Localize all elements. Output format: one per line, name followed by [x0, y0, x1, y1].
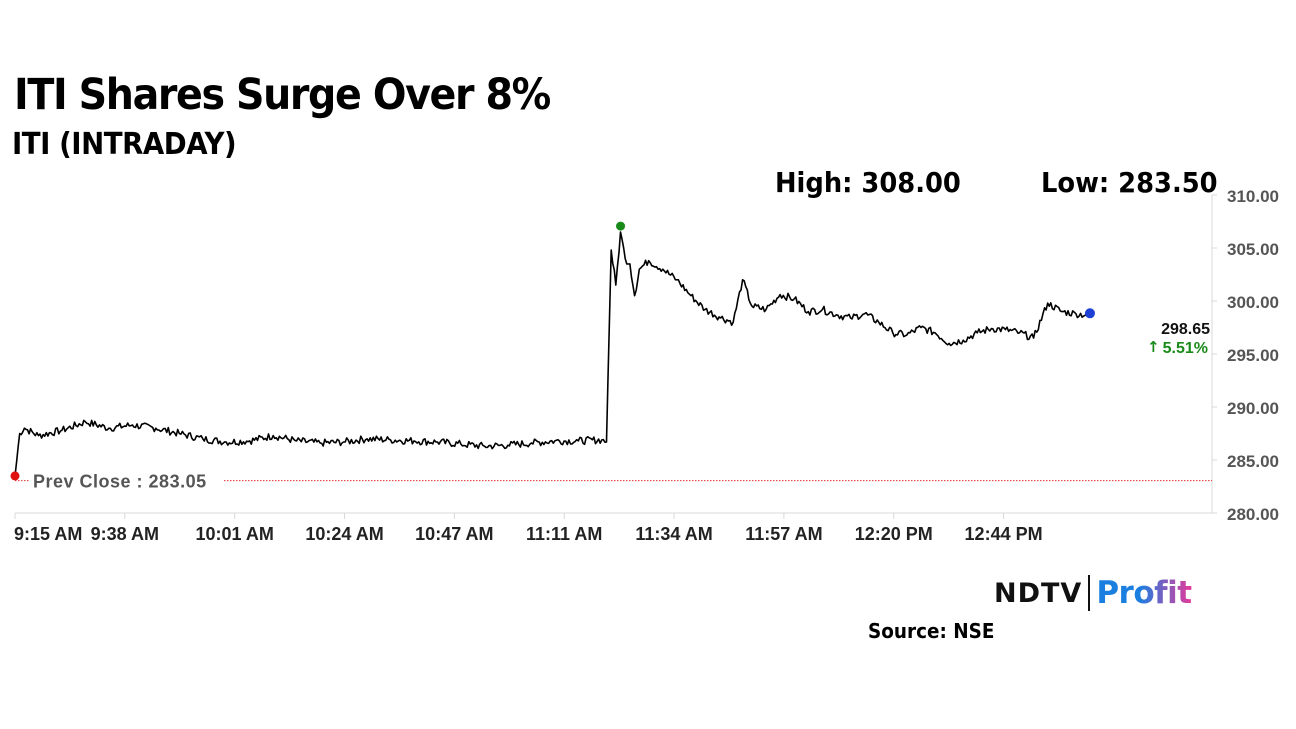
x-tick-label: 9:38 AM: [91, 524, 159, 544]
open-marker: [10, 471, 20, 481]
chart-title: ITI Shares Surge Over 8%: [14, 70, 551, 120]
x-tick-label: 10:24 AM: [305, 524, 383, 544]
x-tick-label: 11:57 AM: [745, 524, 822, 544]
x-tick-label: 10:01 AM: [195, 524, 273, 544]
change-percent-label: 5.51%: [1163, 340, 1208, 357]
logo-ndtv-text: NDTV: [994, 577, 1083, 609]
x-tick-label: 10:47 AM: [415, 524, 493, 544]
logo-profit-text: Profit: [1096, 575, 1192, 611]
last-price-label: 298.65: [1161, 321, 1210, 338]
y-tick-label: 280.00: [1227, 505, 1279, 524]
x-tick-label: 12:44 PM: [965, 524, 1043, 544]
up-arrow-icon: ↑: [1147, 338, 1160, 356]
y-tick-label: 300.00: [1227, 293, 1279, 312]
x-tick-label: 11:11 AM: [526, 524, 602, 544]
prev-close-label: Prev Close : 283.05: [33, 472, 207, 492]
price-series-line: [14, 231, 1091, 476]
y-tick-label: 310.00: [1227, 187, 1279, 206]
source-note: Source: NSE: [868, 619, 995, 643]
y-tick-label: 295.00: [1227, 346, 1279, 365]
high-marker: [616, 221, 626, 231]
high-stat: High: 308.00: [775, 166, 961, 199]
y-tick-label: 305.00: [1227, 240, 1279, 259]
logo-divider: [1088, 575, 1091, 611]
x-tick-label: 12:20 PM: [855, 524, 933, 544]
x-tick-label: 11:34 AM: [635, 524, 712, 544]
y-tick-label: 285.00: [1227, 452, 1279, 471]
ndtv-profit-logo: NDTV Profit: [994, 574, 1192, 612]
x-tick-label: 9:15 AM: [14, 524, 82, 544]
low-stat: Low: 283.50: [1041, 166, 1218, 199]
y-tick-label: 290.00: [1227, 399, 1279, 418]
chart-subtitle: ITI (INTRADAY): [12, 127, 237, 162]
last-price-marker: [1084, 308, 1095, 319]
